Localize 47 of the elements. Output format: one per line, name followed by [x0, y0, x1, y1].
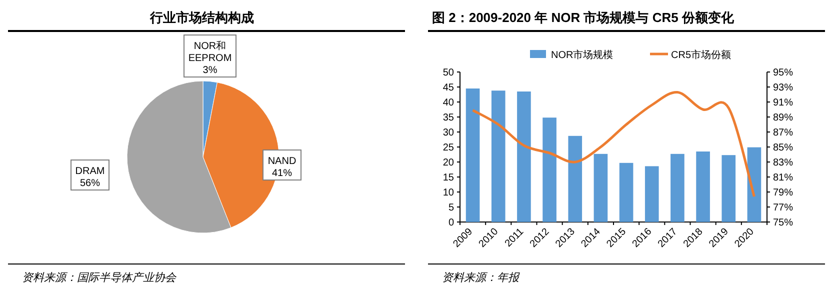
text: 资料来源：国际半导体产业协会 — [22, 271, 177, 284]
y-tick-label: 25 — [442, 142, 454, 154]
bar — [747, 147, 762, 222]
bar — [466, 88, 480, 222]
bar — [722, 155, 736, 222]
chart-title: 图 2：2009-2020 年 NOR 市场规模与 CR5 份额变化 — [432, 10, 735, 25]
y-tick-label: 20 — [442, 158, 454, 168]
bar — [542, 118, 556, 222]
y2-tick-label: 93% — [773, 82, 794, 94]
slice-label: NOR和 EEPROM — [188, 40, 232, 64]
bar — [670, 154, 684, 222]
y-tick-label: 40 — [442, 98, 454, 108]
y2-tick-label: 89% — [773, 112, 794, 124]
y-tick-label: 35 — [442, 112, 454, 124]
y2-tick-label: 81% — [773, 172, 794, 184]
data-label: 41% — [272, 168, 292, 179]
y2-tick-label: 75% — [773, 218, 794, 228]
y-tick-label: 5 — [448, 202, 454, 214]
chart-title: 行业市场结构构成 — [149, 10, 254, 25]
data-label: 3% — [202, 65, 218, 76]
text: 资料来源：年报 — [442, 271, 520, 284]
bar — [568, 136, 582, 222]
y2-tick-label: 91% — [773, 98, 794, 108]
y-tick-label: 10 — [442, 188, 454, 198]
bar — [491, 90, 506, 222]
y2-tick-label: 77% — [773, 202, 794, 214]
y2-tick-label: 79% — [773, 188, 794, 198]
bar — [517, 92, 531, 222]
legend-label: CR5市场份额 — [671, 49, 732, 61]
bar — [644, 166, 659, 222]
y-tick-label: 50 — [442, 68, 454, 78]
y-tick-label: 30 — [442, 128, 454, 138]
slice-label: DRAM — [75, 166, 105, 177]
slice-label: NAND — [268, 156, 296, 167]
legend-label: NOR市场规模 — [551, 49, 614, 61]
y2-tick-label: 85% — [773, 142, 794, 154]
bar — [619, 162, 634, 222]
y-tick-label: 0 — [448, 218, 454, 228]
y-tick-label: 45 — [442, 82, 454, 94]
data-label: 56% — [80, 178, 100, 189]
y2-tick-label: 83% — [773, 158, 794, 168]
y2-tick-label: 95% — [773, 68, 794, 78]
y2-tick-label: 87% — [773, 128, 794, 138]
bar — [696, 152, 710, 222]
y-tick-label: 15 — [442, 172, 454, 184]
bar — [594, 154, 608, 222]
line-series — [472, 90, 756, 198]
